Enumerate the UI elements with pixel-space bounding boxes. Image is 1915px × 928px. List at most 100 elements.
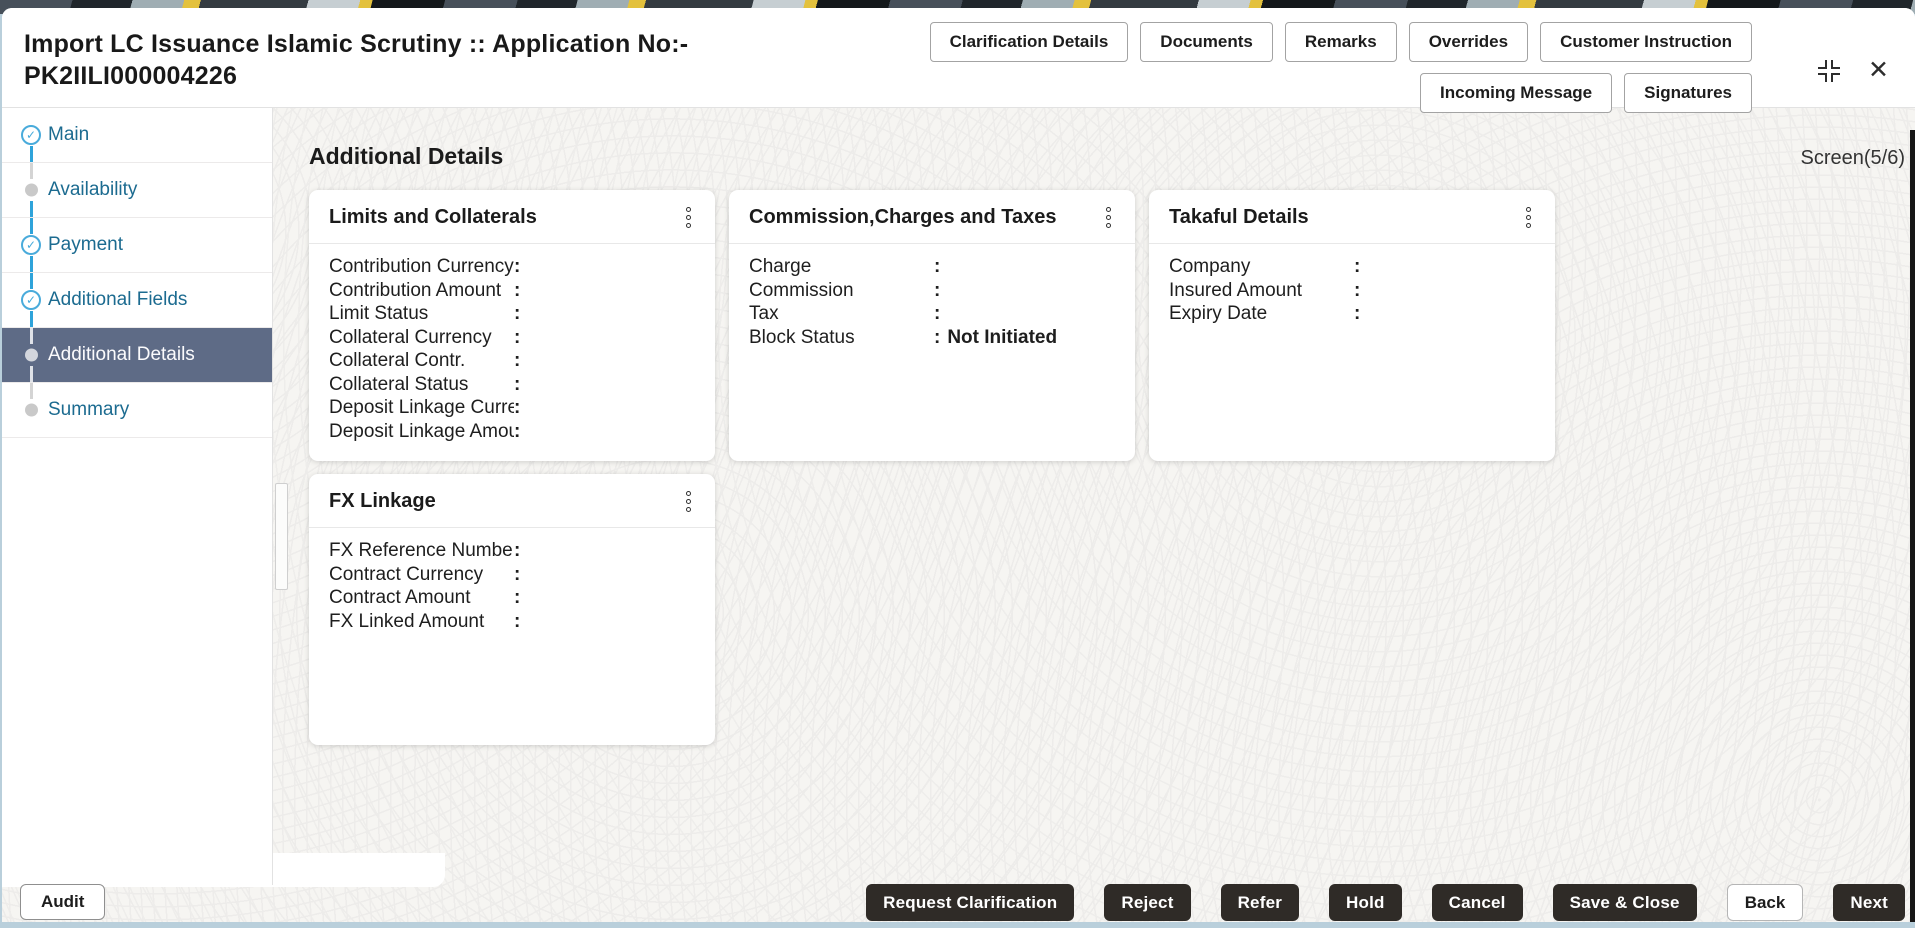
window-controls: ✕ [1818, 58, 1889, 83]
page-title: Import LC Issuance Islamic Scrutiny :: A… [24, 30, 689, 90]
step-completed-icon: ✓ [21, 235, 41, 255]
card-body: FX Reference Number: Contract Currency: … [309, 528, 715, 644]
field-label: Block Status [749, 326, 855, 348]
kebab-menu-icon[interactable] [682, 489, 695, 514]
audit-button[interactable]: Audit [20, 884, 106, 920]
kebab-menu-icon[interactable] [1522, 205, 1535, 230]
field-row: FX Linked Amount: [329, 610, 695, 634]
save-and-close-button[interactable]: Save & Close [1552, 884, 1697, 921]
field-row: Deposit Linkage Amou: [329, 420, 695, 444]
field-row: Collateral Contr.: [329, 349, 695, 373]
documents-button[interactable]: Documents [1140, 22, 1273, 62]
field-colon: : [514, 587, 521, 608]
step-sidebar: ✓ Main Availability ✓ Payment ✓ Addition… [2, 108, 273, 885]
field-label: Contract Amount [329, 587, 471, 608]
sidebar-item-label: Summary [48, 399, 130, 420]
field-row: Contribution Currency: [329, 255, 695, 279]
kebab-menu-icon[interactable] [1102, 205, 1115, 230]
field-colon: : [514, 373, 521, 395]
collapse-icon[interactable] [1818, 59, 1841, 82]
overrides-button[interactable]: Overrides [1408, 22, 1529, 62]
card-title: Takaful Details [1169, 206, 1309, 228]
field-label: FX Reference Number [329, 540, 514, 561]
reject-button[interactable]: Reject [1104, 884, 1191, 921]
close-icon[interactable]: ✕ [1868, 56, 1889, 84]
field-label: Collateral Contr. [329, 350, 466, 371]
sidebar-item-main[interactable]: ✓ Main [2, 108, 272, 163]
sidebar-item-additional-fields[interactable]: ✓ Additional Fields [2, 273, 272, 328]
card-body: Contribution Currency: Contribution Amou… [309, 244, 715, 454]
action-bar: Audit Request Clarification Reject Refer… [2, 883, 1915, 922]
sidebar-item-label: Payment [48, 234, 123, 255]
field-row: Limit Status: [329, 302, 695, 326]
header-toolbar-row1: Clarification Details Documents Remarks … [929, 22, 1752, 62]
field-row: Deposit Linkage Curre: [329, 396, 695, 420]
field-colon: : [514, 350, 521, 371]
sidebar-item-additional-details[interactable]: Additional Details [2, 328, 272, 383]
field-label: Deposit Linkage Amou [329, 420, 514, 442]
field-label: FX Linked Amount [329, 610, 485, 632]
field-colon: : [1354, 279, 1361, 301]
field-row: Contract Currency: [329, 563, 695, 587]
card-header: Takaful Details [1149, 190, 1555, 244]
content-scrollbar[interactable] [275, 483, 288, 590]
field-colon: : [514, 279, 521, 301]
right-edge-strip [1910, 130, 1915, 922]
screen-indicator: Screen(5/6) [1800, 147, 1906, 169]
remarks-button[interactable]: Remarks [1284, 22, 1397, 62]
clarification-details-button[interactable]: Clarification Details [929, 22, 1129, 62]
field-colon: : [514, 303, 521, 324]
field-label: Collateral Status [329, 373, 469, 395]
sidebar-item-label: Additional Fields [48, 289, 188, 310]
field-row: FX Reference Number: [329, 539, 695, 563]
field-row: Contribution Amount: [329, 279, 695, 303]
back-button[interactable]: Back [1726, 884, 1804, 921]
field-row: Contract Amount: [329, 586, 695, 610]
card-body: Charge: Commission: Tax: Block Status: No… [729, 244, 1135, 360]
card-header: FX Linkage [309, 474, 715, 528]
sidebar-item-label: Additional Details [48, 344, 195, 365]
next-button[interactable]: Next [1833, 884, 1905, 921]
scrutiny-window: Import LC Issuance Islamic Scrutiny :: A… [2, 8, 1915, 922]
sidebar-item-availability[interactable]: Availability [2, 163, 272, 218]
sidebar-item-payment[interactable]: ✓ Payment [2, 218, 272, 273]
refer-button[interactable]: Refer [1220, 884, 1300, 921]
field-colon: : [514, 540, 521, 561]
footer-actions: Request Clarification Reject Refer Hold … [866, 884, 1905, 921]
step-connector [30, 328, 33, 344]
field-colon: : [514, 256, 521, 277]
step-connector [30, 163, 33, 179]
field-colon: : [514, 563, 521, 585]
field-row: Collateral Status: [329, 373, 695, 397]
request-clarification-button[interactable]: Request Clarification [866, 884, 1075, 921]
card-header: Commission,Charges and Taxes [729, 190, 1135, 244]
field-colon: : [514, 326, 521, 348]
cancel-button[interactable]: Cancel [1431, 884, 1523, 921]
customer-instruction-button[interactable]: Customer Instruction [1540, 22, 1752, 62]
signatures-button[interactable]: Signatures [1624, 73, 1752, 113]
field-colon: : [934, 326, 941, 348]
step-connector [30, 366, 33, 382]
step-current-icon [25, 348, 38, 362]
window-header: Import LC Issuance Islamic Scrutiny :: A… [2, 8, 1915, 113]
sidebar-item-summary[interactable]: Summary [2, 383, 272, 438]
field-row: Block Status: Not Initiated [749, 326, 1115, 350]
field-value-block-status: Not Initiated [947, 326, 1058, 348]
kebab-menu-icon[interactable] [682, 205, 695, 230]
card-body: Company: Insured Amount: Expiry Date: [1149, 244, 1555, 337]
field-label: Limit Status [329, 303, 429, 324]
incoming-message-button[interactable]: Incoming Message [1420, 73, 1613, 113]
field-row: Commission: [749, 279, 1115, 303]
step-pending-icon [25, 183, 38, 197]
field-label: Charge [749, 256, 812, 277]
field-label: Deposit Linkage Curre [329, 397, 514, 418]
field-colon: : [934, 303, 941, 324]
field-label: Company [1169, 256, 1251, 277]
field-colon: : [1354, 256, 1361, 277]
card-commission-charges-taxes: Commission,Charges and Taxes Charge: Com… [729, 190, 1135, 461]
field-label: Tax [749, 303, 779, 324]
step-connector [30, 273, 33, 289]
hold-button[interactable]: Hold [1329, 884, 1402, 921]
card-limits-and-collaterals: Limits and Collaterals Contribution Curr… [309, 190, 715, 461]
field-label: Contribution Amount [329, 279, 502, 301]
